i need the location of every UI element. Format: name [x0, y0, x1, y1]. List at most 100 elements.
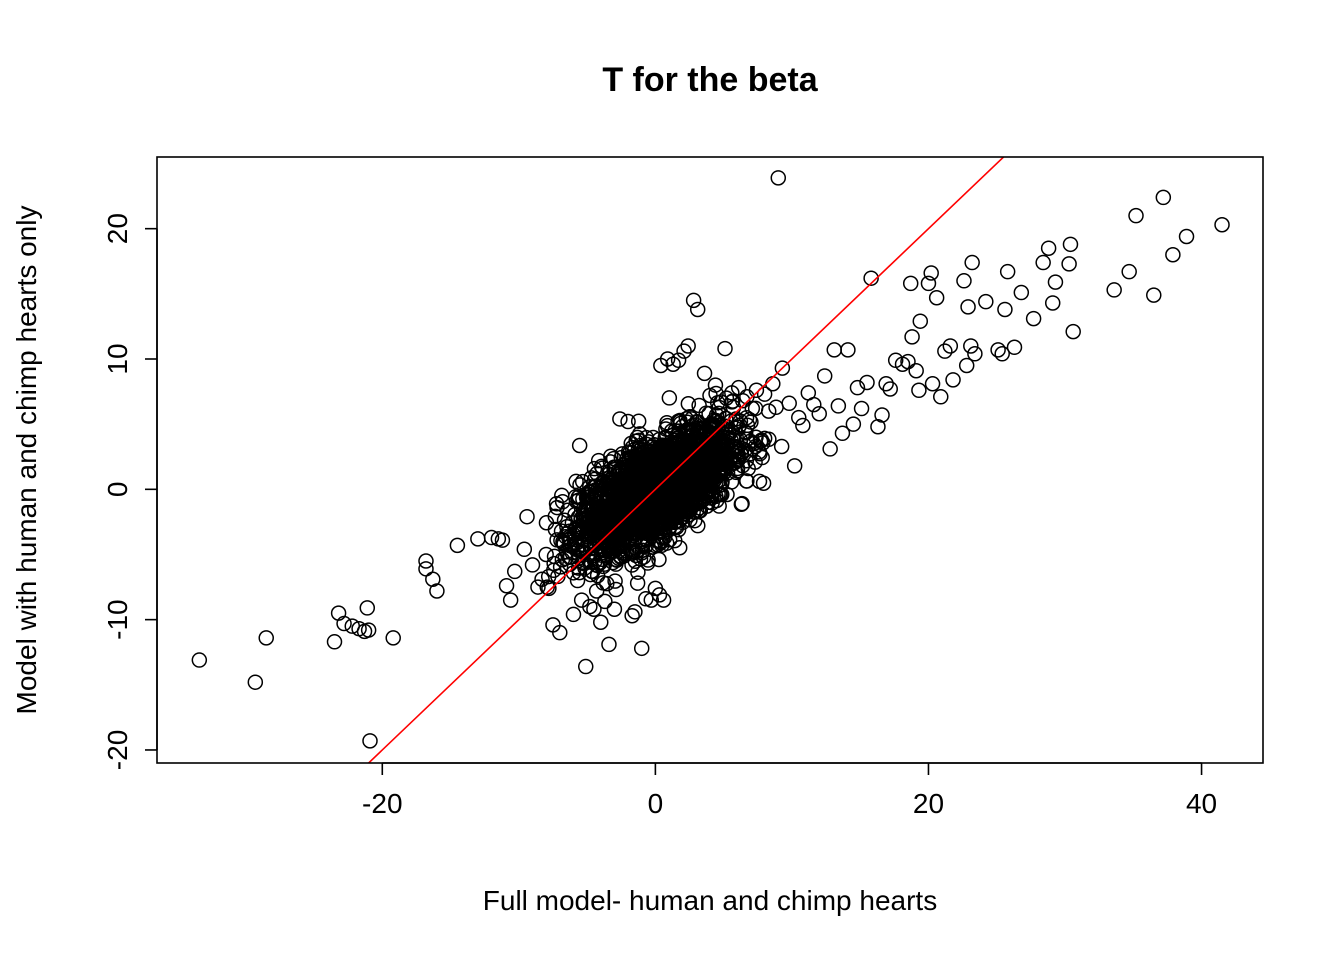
data-point [755, 435, 771, 451]
data-point [538, 546, 554, 563]
data-point [506, 563, 523, 580]
data-point [601, 636, 617, 653]
data-point [933, 389, 949, 405]
data-point [849, 379, 866, 396]
data-point [593, 614, 609, 631]
x-tick-label: 20 [913, 788, 944, 819]
data-point [639, 531, 655, 548]
data-point [928, 289, 945, 306]
data-point [863, 270, 879, 286]
data-point [629, 575, 646, 591]
y-axis-label: Model with human and chimp hearts only [11, 206, 42, 715]
data-point [675, 495, 692, 511]
data-point [610, 485, 626, 502]
data-point [630, 413, 647, 430]
data-point [674, 457, 691, 474]
data-points [191, 170, 1230, 749]
data-point [859, 374, 875, 391]
data-point [569, 572, 586, 589]
x-axis-label: Full model- human and chimp hearts [483, 885, 937, 916]
data-point [680, 396, 697, 412]
data-point [653, 529, 670, 545]
data-point [696, 365, 713, 382]
data-point [911, 382, 927, 399]
data-point [582, 598, 598, 615]
data-point [990, 342, 1006, 358]
data-point [570, 560, 587, 576]
data-point [627, 469, 644, 486]
data-point [630, 458, 647, 475]
data-point [748, 382, 765, 399]
data-point [697, 461, 714, 477]
data-point [1006, 339, 1023, 356]
data-point [718, 390, 735, 406]
data-point [599, 575, 615, 592]
data-point [1065, 323, 1081, 340]
data-point [547, 521, 564, 538]
data-point [765, 376, 781, 392]
data-point [978, 293, 994, 310]
data-point [385, 630, 401, 646]
data-point [924, 376, 941, 392]
data-point [755, 475, 772, 491]
data-point [516, 541, 533, 558]
data-point [588, 583, 605, 599]
data-point [734, 495, 750, 512]
data-point [571, 437, 588, 454]
data-point [634, 542, 651, 559]
data-point [1047, 274, 1064, 290]
data-point [687, 417, 704, 433]
data-point [830, 398, 847, 414]
data-point [1178, 228, 1195, 245]
data-point [697, 485, 714, 502]
data-point [712, 417, 728, 433]
data-point [632, 470, 649, 486]
data-point [744, 400, 761, 417]
data-point [1025, 310, 1042, 327]
data-point [498, 578, 515, 594]
data-point [652, 467, 668, 484]
data-point [853, 400, 870, 417]
data-point [330, 605, 347, 621]
data-point [661, 390, 678, 406]
data-point [627, 441, 643, 458]
data-point [686, 512, 703, 529]
data-point [742, 433, 759, 449]
data-point [781, 395, 797, 412]
data-point [670, 352, 687, 369]
data-point [637, 512, 654, 529]
data-point [1035, 254, 1051, 271]
data-point [429, 583, 445, 599]
data-point [741, 411, 758, 428]
data-point [964, 254, 980, 271]
y-tick-label: -20 [102, 730, 133, 770]
data-point [362, 733, 378, 749]
data-point [541, 580, 557, 597]
data-point [568, 473, 584, 490]
data-point [601, 463, 618, 480]
data-point [958, 357, 975, 374]
data-point [633, 640, 650, 657]
data-point [576, 502, 593, 519]
data-point [692, 435, 708, 452]
data-point [191, 652, 208, 668]
data-point [632, 426, 648, 442]
data-point [738, 409, 755, 426]
data-point [630, 432, 647, 449]
data-point [606, 601, 623, 617]
data-point [773, 438, 790, 455]
data-point [326, 634, 343, 650]
data-point [878, 376, 894, 392]
data-point [629, 459, 646, 476]
data-point [685, 292, 702, 309]
data-point [963, 338, 979, 354]
data-point [729, 440, 745, 456]
data-point [519, 508, 535, 525]
data-point [690, 438, 707, 454]
data-point [359, 600, 376, 616]
data-point [554, 494, 571, 510]
data-point [659, 351, 676, 367]
data-point [668, 495, 684, 512]
data-point [624, 607, 640, 624]
